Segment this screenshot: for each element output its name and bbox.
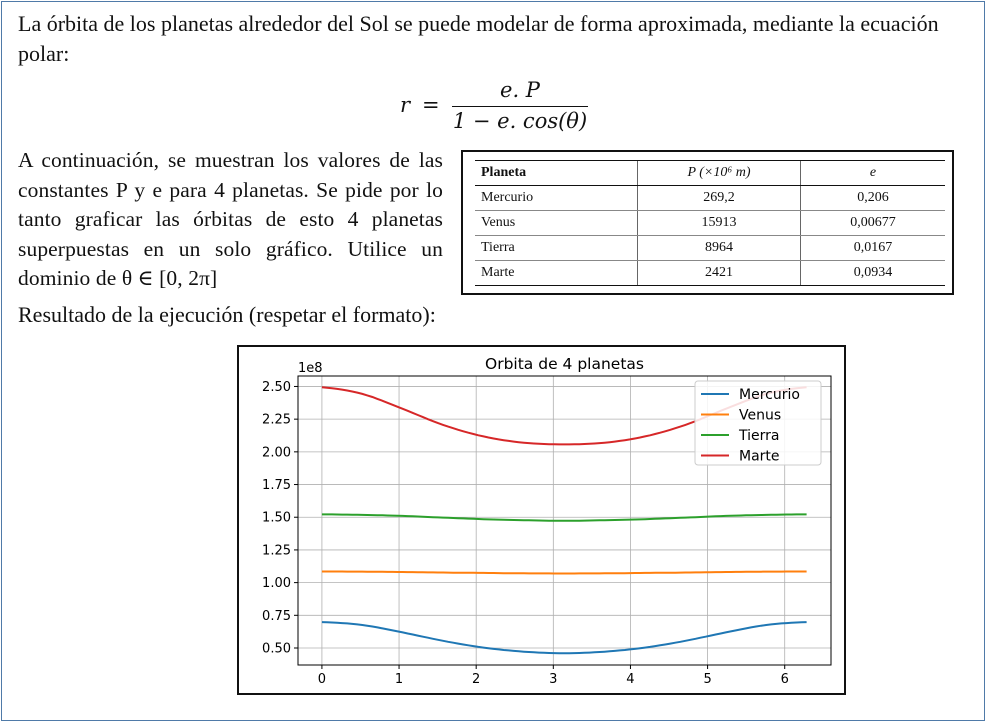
header-e: e [800, 160, 945, 186]
table-cell: Marte [475, 260, 638, 286]
table-row: Tierra 8964 0,0167 [475, 235, 945, 261]
table-header-row: Planeta P (×10⁶ m) e [475, 160, 945, 186]
x-tick-label: 2 [472, 672, 480, 687]
y-tick-label: 2.50 [262, 380, 291, 395]
y-tick-label: 0.75 [262, 609, 291, 624]
x-tick-label: 4 [626, 672, 634, 687]
description-paragraph: A continuación, se muestran los valores … [18, 148, 443, 290]
y-tick-label: 1.25 [262, 543, 291, 558]
series-line-tierra [321, 513, 807, 522]
table-row: Mercurio 269,2 0,206 [475, 185, 945, 211]
table-cell: Venus [475, 210, 638, 236]
table-cell: 0,0167 [800, 235, 945, 261]
table-cell: Tierra [475, 235, 638, 261]
x-tick-label: 0 [318, 672, 326, 687]
chart-legend [694, 380, 822, 466]
table-cell: 0,00677 [800, 210, 945, 236]
table-cell: 15913 [637, 210, 801, 236]
chart-frame: 0 1 2 3 4 5 6 0.50 0.75 1.00 1.25 1.50 1.75 2.00 2.25 2… [237, 345, 846, 695]
y-tick-label: 0.50 [262, 642, 291, 657]
table-cell: 2421 [637, 260, 801, 286]
intro-paragraph: La órbita de los planetas alrededor del … [18, 11, 939, 66]
equation-equals: = [422, 93, 440, 117]
y-tick-label: 1.75 [262, 478, 291, 493]
constants-table: Planeta P (×10⁶ m) e Mercurio 269,2 0,20… [475, 160, 945, 286]
legend-label: Tierra [738, 428, 779, 444]
y-offset-label: 1e8 [298, 361, 323, 376]
constants-table-frame: Planeta P (×10⁶ m) e Mercurio 269,2 0,20… [461, 150, 954, 295]
y-tick-label: 2.00 [262, 445, 291, 460]
equation-denominator: 1 − e. cos(θ) [452, 109, 588, 133]
y-tick-label: 1.00 [262, 576, 291, 591]
legend-label: Marte [739, 449, 780, 465]
plot-area-frame [297, 375, 832, 666]
table-cell: 269,2 [637, 185, 801, 211]
x-tick-label: 6 [781, 672, 789, 687]
table-cell: 0,206 [800, 185, 945, 211]
header-planeta: Planeta [475, 160, 638, 186]
table-cell: 0,0934 [800, 260, 945, 286]
table-cell: Mercurio [475, 185, 638, 211]
x-tick-label: 3 [549, 672, 557, 687]
equation-lhs: r [400, 93, 411, 117]
equation-fraction: e. P 1 − e. cos(θ) [452, 78, 588, 133]
y-tick-label: 1.50 [262, 511, 291, 526]
legend-label: Mercurio [739, 387, 800, 403]
table-row: Marte 2421 0,0934 [475, 260, 945, 286]
chart-title: Orbita de 4 planetas [485, 355, 644, 373]
series-line-venus [321, 570, 807, 575]
legend-label: Venus [739, 408, 781, 424]
fraction-bar [452, 106, 588, 107]
header-p: P (×10⁶ m) [637, 160, 801, 186]
orbit-chart: 0 1 2 3 4 5 6 0.50 0.75 1.00 1.25 1.50 1.75 2.00 2.25 2… [262, 355, 832, 687]
equation-numerator: e. P [500, 78, 540, 102]
y-tick-label: 2.25 [262, 413, 291, 428]
result-label: Resultado de la ejecución (respetar el f… [18, 302, 436, 327]
table-row: Venus 15913 0,00677 [475, 210, 945, 236]
series-line-mercurio [321, 621, 807, 655]
x-tick-label: 5 [703, 672, 711, 687]
table-cell: 8964 [637, 235, 801, 261]
x-tick-label: 1 [395, 672, 403, 687]
